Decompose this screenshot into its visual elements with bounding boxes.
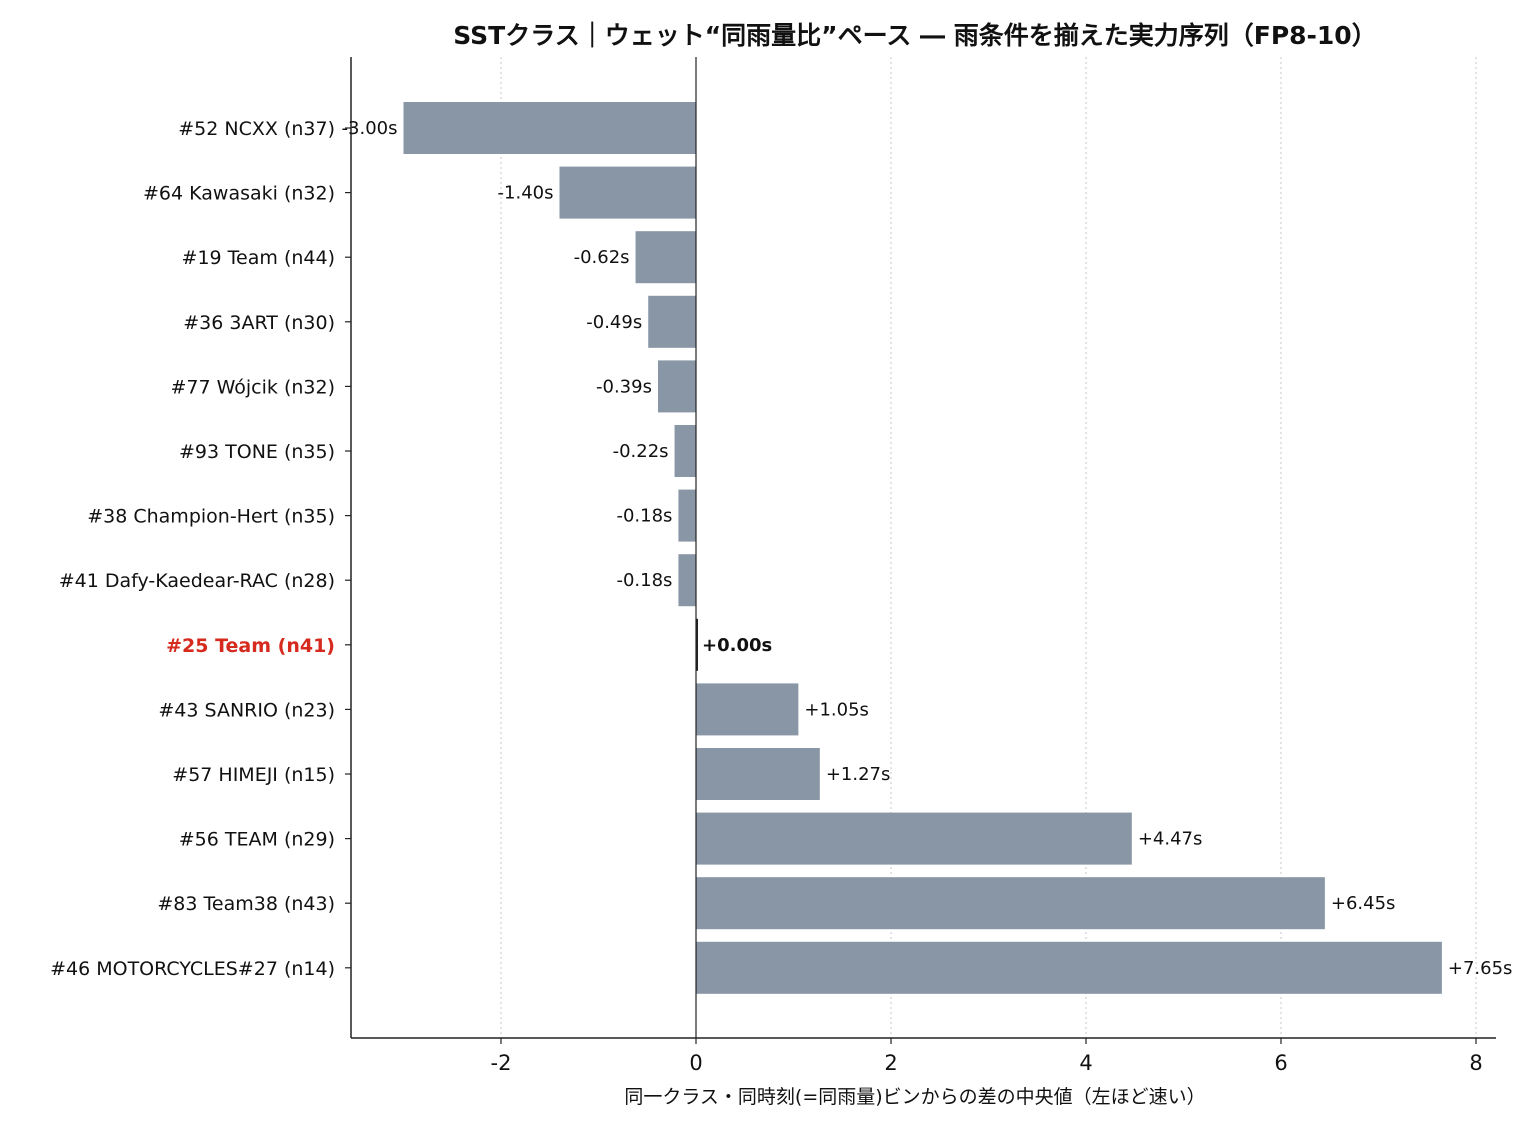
x-tick-label: 8 xyxy=(1469,1051,1482,1075)
y-tick-labels: #52 NCXX (n37) #64 Kawasaki (n32) #19 Team… xyxy=(50,118,335,980)
data-label: +7.65s xyxy=(1448,958,1513,979)
data-label: +6.45s xyxy=(1331,893,1396,914)
y-tick-label: #46 MOTORCYCLES#27 (n14) xyxy=(50,958,335,980)
x-tick-label: 0 xyxy=(689,1051,702,1075)
y-tick-label: #64 Kawasaki (n32) xyxy=(143,183,335,205)
bar xyxy=(635,231,696,284)
data-label: -0.62s xyxy=(574,247,630,268)
data-label: +1.27s xyxy=(826,764,891,785)
x-tick-label: 4 xyxy=(1079,1051,1092,1075)
data-label: -0.39s xyxy=(596,376,652,397)
bar xyxy=(678,489,696,542)
axes xyxy=(345,57,1496,1044)
data-label: +1.05s xyxy=(804,699,869,720)
bar xyxy=(403,102,696,154)
bar xyxy=(678,554,696,607)
chart-title: SSTクラス｜ウェット“同雨量比”ペース ― 雨条件を揃えた実力序列（FP8-1… xyxy=(453,21,1376,50)
y-tick-label: #19 Team (n44) xyxy=(182,247,335,269)
bar xyxy=(696,877,1325,930)
data-label: -0.18s xyxy=(616,506,672,527)
data-labels: -3.00s -1.40s -0.62s -0.49s -0.39s -0.22s -0.1… xyxy=(342,118,1513,979)
grid-lines xyxy=(500,57,1477,1038)
data-label: -0.49s xyxy=(586,312,642,333)
x-tick-label: -2 xyxy=(491,1051,512,1075)
x-tick-label: 6 xyxy=(1274,1051,1287,1075)
data-label: -3.00s xyxy=(342,118,398,139)
data-label: -0.22s xyxy=(613,441,669,462)
y-tick-label: #36 3ART (n30) xyxy=(183,312,335,334)
bar xyxy=(648,295,696,348)
bar xyxy=(696,941,1442,994)
bar xyxy=(696,683,799,736)
bar xyxy=(657,360,696,413)
bar xyxy=(696,748,820,800)
y-tick-label: #56 TEAM (n29) xyxy=(179,829,335,851)
x-axis-title: 同一クラス・同時刻(=同雨量)ビンからの差の中央値（左ほど速い） xyxy=(624,1086,1205,1108)
y-tick-label: #93 TONE (n35) xyxy=(179,441,335,463)
bar xyxy=(696,618,698,671)
y-tick-label: #41 Dafy-Kaedear-RAC (n28) xyxy=(59,570,335,592)
y-tick-label: #38 Champion-Hert (n35) xyxy=(87,506,335,528)
bar xyxy=(559,166,696,219)
y-tick-label: #52 NCXX (n37) xyxy=(178,118,335,140)
bar xyxy=(674,425,696,477)
data-label: -1.40s xyxy=(498,183,554,204)
bar xyxy=(696,812,1132,865)
bars xyxy=(403,102,1442,994)
y-tick-label: #57 HIMEJI (n15) xyxy=(172,764,335,786)
y-tick-label: #83 Team38 (n43) xyxy=(157,893,335,915)
y-tick-label: #25 Team (n41) xyxy=(166,635,335,657)
data-label: +0.00s xyxy=(702,635,772,656)
x-tick-label: 2 xyxy=(884,1051,897,1075)
x-tick-labels: -2 0 2 4 6 8 xyxy=(491,1051,1483,1075)
data-label: +4.47s xyxy=(1138,829,1203,850)
y-tick-label: #77 Wójcik (n32) xyxy=(170,376,335,398)
y-tick-label: #43 SANRIO (n23) xyxy=(158,699,335,721)
data-label: -0.18s xyxy=(616,570,672,591)
